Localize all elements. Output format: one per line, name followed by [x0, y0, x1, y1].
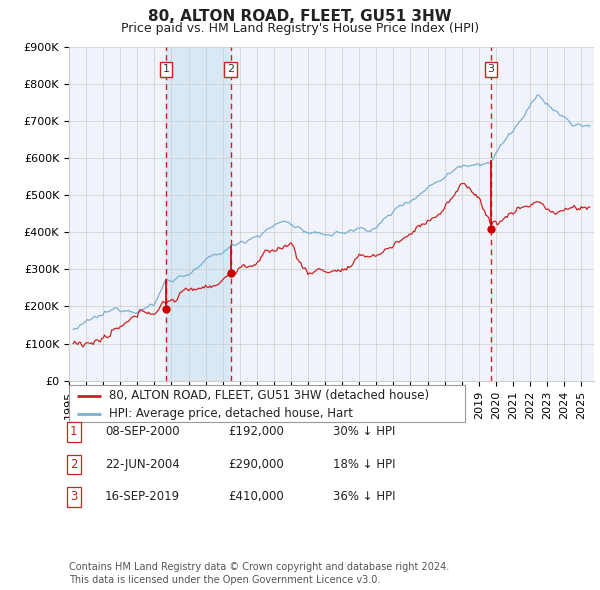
- Text: 3: 3: [70, 490, 77, 503]
- Text: 18% ↓ HPI: 18% ↓ HPI: [333, 458, 395, 471]
- Text: Price paid vs. HM Land Registry's House Price Index (HPI): Price paid vs. HM Land Registry's House …: [121, 22, 479, 35]
- Text: Contains HM Land Registry data © Crown copyright and database right 2024.
This d: Contains HM Land Registry data © Crown c…: [69, 562, 449, 585]
- Text: HPI: Average price, detached house, Hart: HPI: Average price, detached house, Hart: [109, 407, 353, 420]
- Text: £192,000: £192,000: [228, 425, 284, 438]
- Text: 08-SEP-2000: 08-SEP-2000: [105, 425, 179, 438]
- Text: 22-JUN-2004: 22-JUN-2004: [105, 458, 180, 471]
- Text: 16-SEP-2019: 16-SEP-2019: [105, 490, 180, 503]
- Text: 30% ↓ HPI: 30% ↓ HPI: [333, 425, 395, 438]
- FancyBboxPatch shape: [69, 385, 465, 422]
- Bar: [166, 47, 230, 381]
- Text: 36% ↓ HPI: 36% ↓ HPI: [333, 490, 395, 503]
- Text: 2: 2: [70, 458, 77, 471]
- Text: £290,000: £290,000: [228, 458, 284, 471]
- Text: £410,000: £410,000: [228, 490, 284, 503]
- Text: 1: 1: [70, 425, 77, 438]
- Text: 2: 2: [227, 64, 234, 74]
- Text: 3: 3: [487, 64, 494, 74]
- Text: 80, ALTON ROAD, FLEET, GU51 3HW: 80, ALTON ROAD, FLEET, GU51 3HW: [148, 9, 452, 24]
- Text: 1: 1: [163, 64, 170, 74]
- Text: 80, ALTON ROAD, FLEET, GU51 3HW (detached house): 80, ALTON ROAD, FLEET, GU51 3HW (detache…: [109, 389, 429, 402]
